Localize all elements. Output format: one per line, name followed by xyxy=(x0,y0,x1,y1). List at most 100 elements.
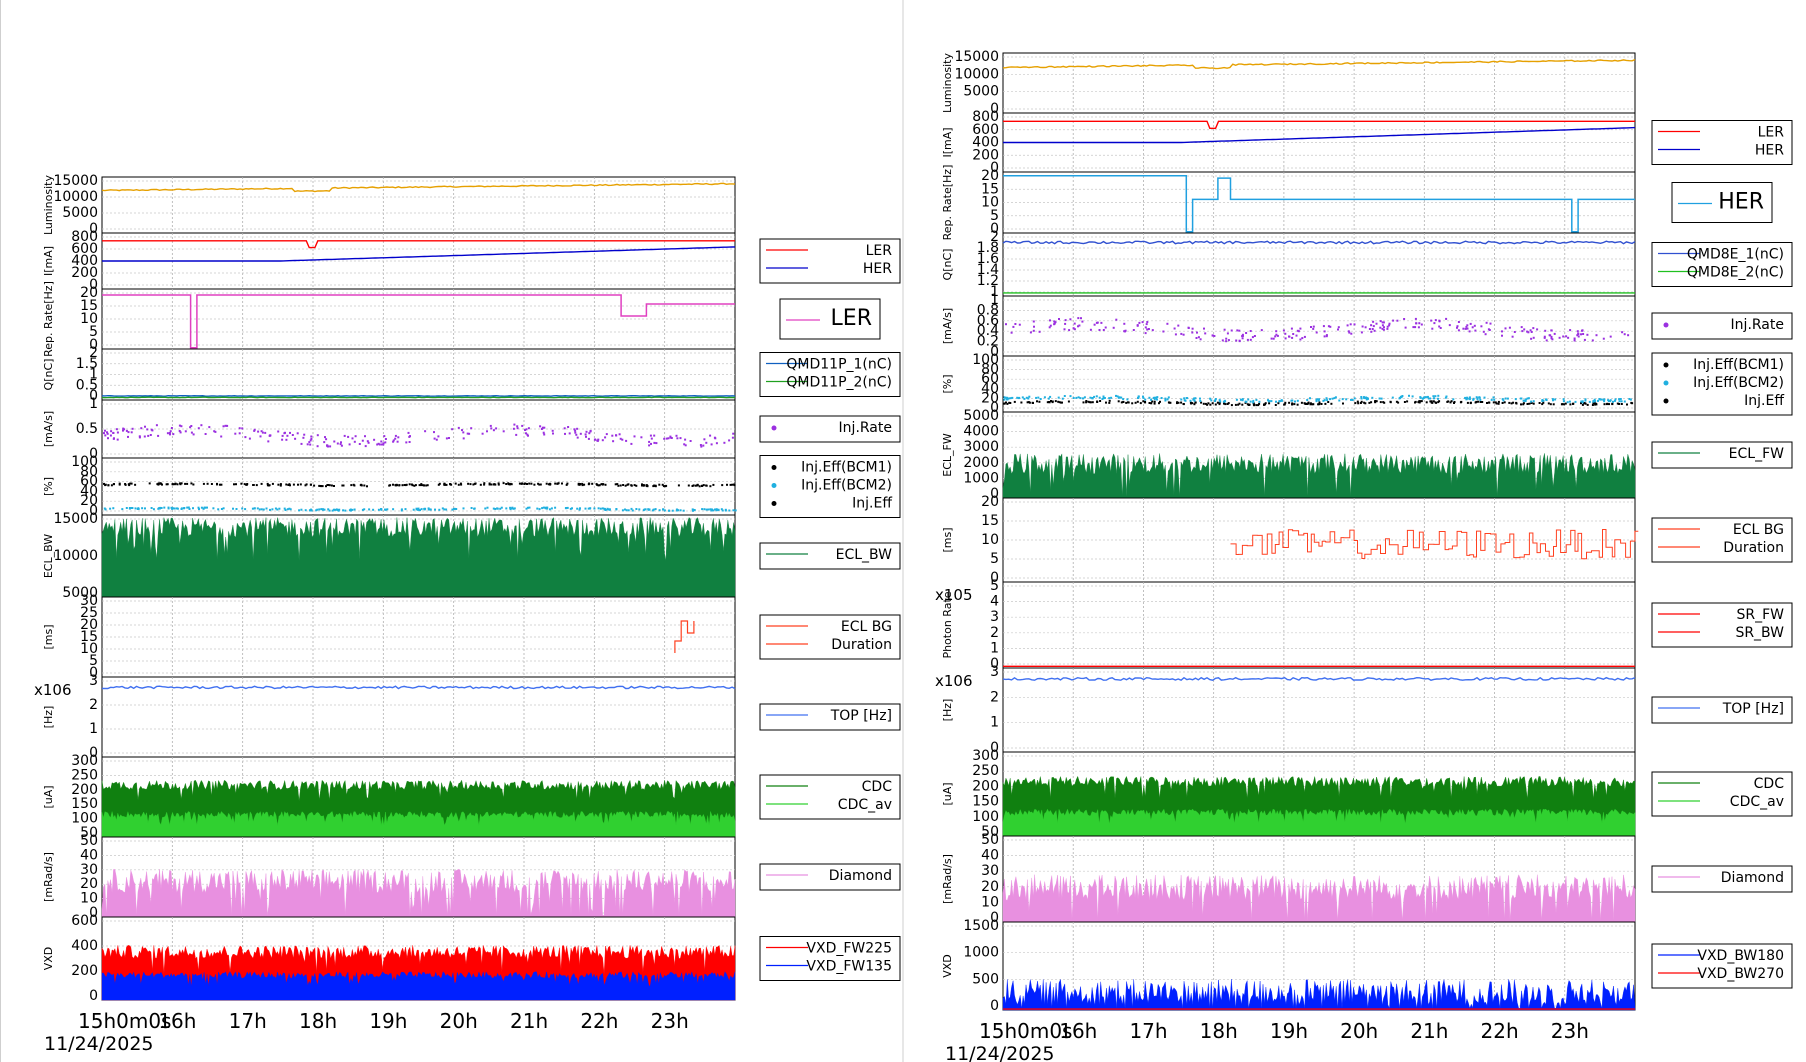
right-strip-5-trace-0-point xyxy=(1317,403,1320,406)
left-strip-5-trace-0-point xyxy=(483,482,486,485)
left-strip-5-trace-1-point xyxy=(232,507,234,510)
right-strip-5-trace-0-point xyxy=(1085,401,1088,404)
right-strip-4-trace-0-point xyxy=(1213,335,1216,337)
left-strip-5-trace-1-point xyxy=(728,509,731,512)
right-strip-5-trace-0-point xyxy=(1560,403,1563,406)
right-panel: 150001000050000Luminosity8006004002000I[… xyxy=(935,49,1793,1062)
left-strip-10-legend-box xyxy=(759,863,901,891)
right-strip-4-trace-0-point xyxy=(1191,327,1194,330)
right-strip-4-trace-0-point xyxy=(1297,330,1300,333)
right-strip-5-legend-marker xyxy=(1663,362,1669,368)
right-strip-5-trace-1-point xyxy=(1089,396,1092,399)
left-strip-4-trace-0-point xyxy=(618,433,621,436)
right-strip-2-tick-label: 10 xyxy=(981,195,999,211)
left-strip-5-trace-0-point xyxy=(641,484,643,487)
right-strip-4-trace-0-point xyxy=(1489,322,1492,325)
right-strip-5-trace-1-point xyxy=(1035,396,1038,399)
left-strip-10-tick-label: 20 xyxy=(80,876,98,892)
left-strip-10-legend-label: Diamond xyxy=(829,868,892,884)
right-strip-5-trace-1-point xyxy=(1465,398,1468,401)
left-strip-7-tick-label: 25 xyxy=(80,605,98,621)
left-strip-4-trace-0-point xyxy=(630,442,633,445)
left-strip-4-trace-0-point xyxy=(302,436,305,439)
right-strip-5-trace-1-point xyxy=(1399,396,1401,399)
right-strip-9-tick-label: 2 xyxy=(990,689,999,705)
left-strip-4-trace-0-point xyxy=(213,430,216,433)
left-strip-5-trace-1-point xyxy=(550,507,553,510)
right-strip-4-trace-0-point xyxy=(1569,329,1572,332)
right-strip-5-trace-1-point xyxy=(1075,396,1078,399)
left-strip-2-tick-label: 5 xyxy=(89,324,98,340)
right-strip-4-trace-0-point xyxy=(1526,330,1529,333)
right-strip-4-trace-0-point xyxy=(1544,329,1547,332)
left-strip-5-trace-0-point xyxy=(581,482,584,485)
right-strip-5-trace-0-point xyxy=(1227,402,1230,405)
left-strip-11-tick-label: 400 xyxy=(71,938,98,954)
right-strip-5-trace-0-point xyxy=(1532,402,1535,405)
right-strip-5-trace-1-point xyxy=(1466,396,1469,399)
left-strip-5-trace-0-point xyxy=(597,484,600,487)
left-strip-5-legend-box xyxy=(759,455,901,518)
right-strip-4-trace-0-point xyxy=(1073,328,1076,331)
left-strip-5-trace-0-point xyxy=(641,483,643,486)
left-strip-4-trace-0-point xyxy=(585,430,588,433)
left-strip-8-legend-label: TOP [Hz] xyxy=(830,708,892,724)
left-strip-4-trace-0-point xyxy=(502,430,505,433)
left-strip-4-trace-0-point xyxy=(168,432,171,434)
left-strip-5-trace-1-point xyxy=(173,507,176,510)
left-strip-5-trace-0-point xyxy=(309,483,312,486)
right-strip-8-tick-label: 1 xyxy=(990,640,999,656)
left-strip-5-trace-1-point xyxy=(494,508,497,510)
left-strip-5-trace-1-point xyxy=(258,508,261,511)
right-strip-5-trace-1-point xyxy=(1614,399,1616,402)
left-strip-5-trace-1-point xyxy=(269,508,271,511)
right-strip-4-trace-0-point xyxy=(1203,327,1205,330)
left-strip-4-trace-0-point xyxy=(166,432,169,435)
left-strip-4-trace-0-point xyxy=(184,430,187,433)
right-strip-5-trace-1-point xyxy=(1551,398,1554,401)
left-strip-5-legend-label: Inj.Eff(BCM2) xyxy=(801,478,892,494)
right-strip-5-trace-1-point xyxy=(1057,396,1060,399)
right-strip-5-trace-1-point xyxy=(1444,396,1447,399)
left-strip-5: 100806040200[%]Inj.Eff(BCM1)Inj.Eff(BCM2… xyxy=(42,454,901,519)
right-strip-5-trace-0-point xyxy=(1497,400,1500,403)
right-strip-4-trace-0-point xyxy=(1382,321,1385,324)
right-strip-1-legend-box xyxy=(1651,120,1793,165)
right-date-label: 11/24/2025 xyxy=(945,1043,1055,1062)
left-strip-5-trace-0-point xyxy=(661,483,664,486)
left-strip-5-trace-1-point xyxy=(351,508,354,511)
right-strip-4-trace-0-point xyxy=(1562,335,1565,338)
left-strip-5-trace-1-point xyxy=(404,508,407,511)
right-strip-4-trace-0-point xyxy=(1282,329,1285,332)
right-strip-2-legend: HER xyxy=(1671,182,1773,223)
left-strip-6-legend-box xyxy=(759,542,901,570)
left-strip-4-trace-0-point xyxy=(676,437,679,440)
left-strip-5-trace-1-point xyxy=(536,507,539,510)
left-strip-5-trace-0-point xyxy=(577,483,580,486)
left-strip-4-trace-0-point xyxy=(214,430,217,433)
left-strip-5-trace-0-point xyxy=(104,484,107,487)
left-strip-5-trace-0-point xyxy=(260,482,263,485)
left-strip-5-trace-0-point xyxy=(245,483,248,486)
left-strip-5-trace-0-point xyxy=(731,483,734,486)
left-strip-4-trace-0-point xyxy=(224,424,227,427)
left-strip-5-trace-1-point xyxy=(569,507,572,510)
left-strip-5-trace-1-point xyxy=(298,509,301,512)
left-strip-4-trace-0-point xyxy=(291,434,294,436)
right-strip-4-tick-label: 0 xyxy=(990,344,999,360)
left-strip-4-trace-0-point xyxy=(189,426,192,429)
left-strip-4-trace-0-point xyxy=(116,438,119,441)
left-strip-4-trace-0-point xyxy=(574,431,577,434)
left-strip-4-trace-0-point xyxy=(364,445,367,448)
left-strip-4-trace-0-point xyxy=(281,438,284,441)
left-strip-4-trace-0-point xyxy=(253,429,256,432)
left-strip-4-trace-0-point xyxy=(172,433,175,436)
right-strip-5-trace-1-point xyxy=(1325,397,1328,400)
right-strip-5-trace-0-point xyxy=(1631,402,1634,405)
left-strip-5-trace-0-point xyxy=(333,485,335,487)
left-strip-5-trace-0-point xyxy=(726,483,728,486)
right-strip-7-tick-label: 10 xyxy=(981,532,999,548)
right-strip-5-trace-1-point xyxy=(1411,395,1414,398)
left-strip-5-trace-1-point xyxy=(222,507,225,510)
